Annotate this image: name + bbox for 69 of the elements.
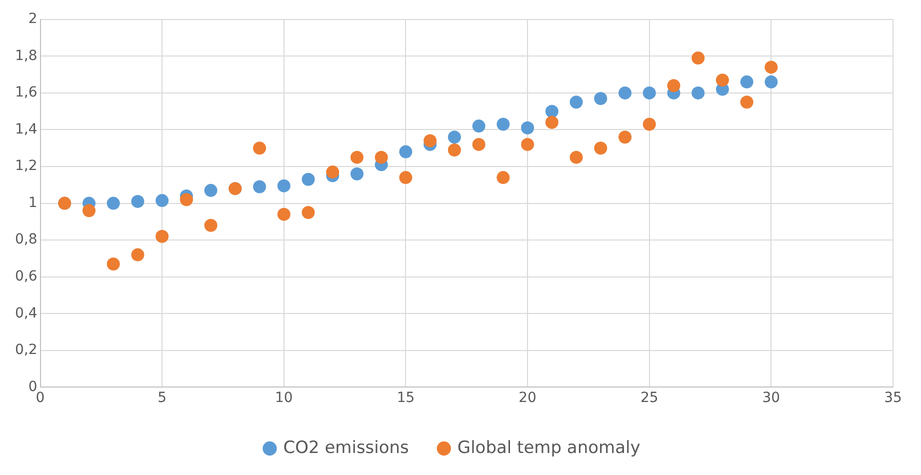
y-tick-label: 0: [28, 378, 38, 395]
point: [180, 193, 193, 206]
y-tick-label: 1,4: [15, 121, 38, 138]
point: [82, 204, 96, 218]
point: [374, 150, 388, 164]
point: [594, 92, 608, 105]
point: [618, 130, 632, 144]
y-tick-label: 0,6: [15, 268, 38, 284]
point: [350, 167, 364, 180]
point: [302, 206, 315, 219]
point: [106, 257, 120, 270]
point: [594, 142, 608, 155]
point: [545, 104, 558, 118]
x-tick-label: 10: [274, 390, 293, 406]
point: [740, 75, 754, 88]
point: [156, 230, 169, 243]
point: [521, 121, 534, 134]
point: [253, 142, 266, 155]
point: [642, 118, 656, 131]
point: [472, 120, 486, 133]
point: [764, 60, 778, 74]
y-tick-label: 2: [28, 11, 38, 28]
point: [764, 75, 778, 88]
point: [448, 143, 461, 156]
point: [716, 74, 729, 87]
x-tick-label: 5: [158, 390, 167, 406]
point: [277, 208, 290, 221]
point: [618, 86, 632, 100]
point: [399, 145, 412, 158]
point: [496, 171, 510, 184]
point: [496, 118, 510, 131]
point: [570, 96, 583, 109]
point: [472, 138, 486, 151]
point: [131, 248, 144, 262]
point: [545, 116, 558, 129]
point: [692, 86, 705, 100]
point: [448, 130, 461, 144]
x-tick-label: 25: [640, 390, 658, 406]
point: [667, 79, 680, 92]
point: [277, 179, 290, 192]
legend-label: CO2 emissions: [283, 438, 410, 458]
point: [642, 86, 656, 100]
y-tick-label: 0,2: [15, 342, 38, 358]
y-tick-label: 1,6: [15, 84, 38, 101]
y-tick-label: 0,4: [15, 305, 38, 322]
point: [106, 196, 120, 210]
point: [570, 150, 583, 164]
point: [131, 194, 144, 208]
point: [740, 96, 754, 109]
y-tick-label: 1,2: [15, 158, 38, 174]
x-tick-label: 35: [884, 390, 902, 406]
x-tick-label: 15: [396, 390, 415, 406]
point: [253, 180, 266, 194]
point: [204, 184, 218, 197]
point: [302, 172, 315, 186]
legend-label: Global temp anomaly: [457, 438, 640, 458]
point: [399, 171, 412, 184]
y-tick-label: 0,8: [15, 232, 38, 248]
x-tick-label: 30: [762, 390, 780, 406]
x-tick-label: 20: [518, 390, 536, 406]
point: [156, 194, 169, 208]
point: [692, 52, 705, 65]
y-tick-label: 1: [28, 194, 38, 211]
point: [204, 218, 218, 232]
point: [521, 138, 534, 151]
point: [424, 134, 437, 148]
point: [326, 166, 340, 179]
y-tick-label: 1,8: [15, 48, 38, 64]
point: [350, 150, 364, 164]
